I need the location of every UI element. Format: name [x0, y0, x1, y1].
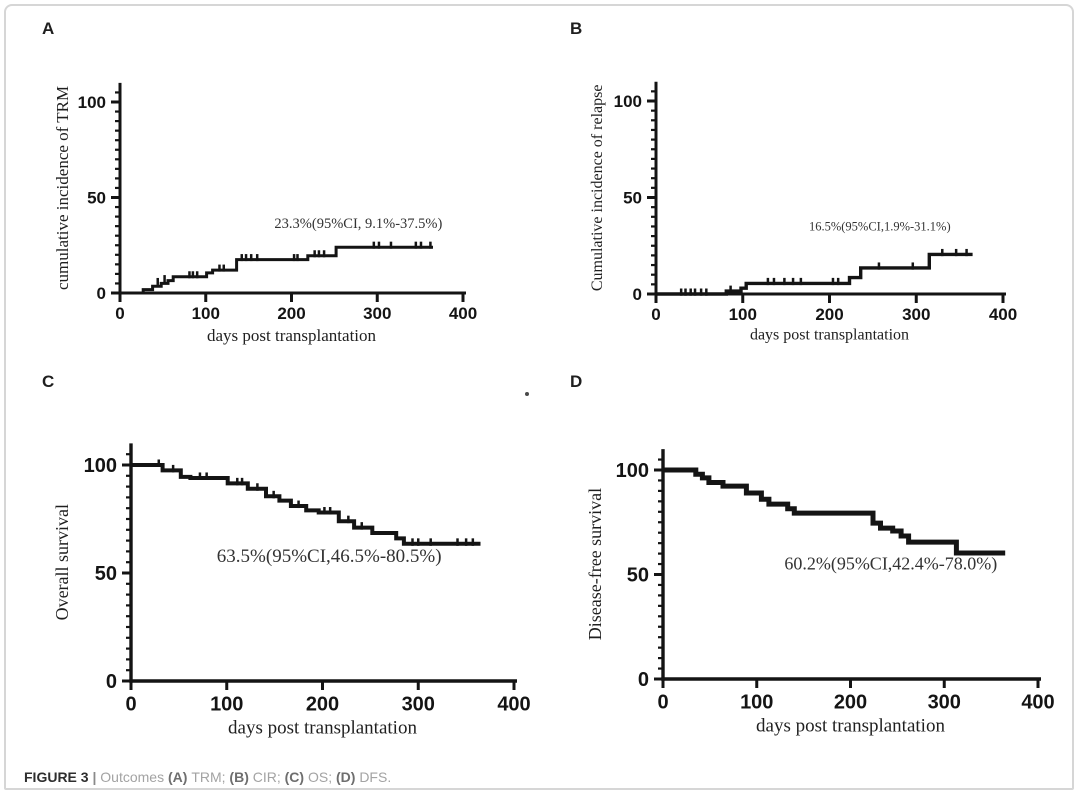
- svg-text:0: 0: [651, 305, 660, 324]
- x-axis-ticks: 0 100 200 300 400: [657, 679, 1055, 713]
- panel-c-label: C: [42, 372, 55, 391]
- svg-text:400: 400: [1021, 691, 1054, 713]
- svg-text:0: 0: [115, 304, 124, 323]
- stray-dot-artifact: [525, 392, 529, 396]
- panel-c-chart-host: 0 50 100 0 100 200 300 400 63.5%(95%CI,46.5%-80.…: [6, 366, 546, 764]
- svg-text:0: 0: [657, 691, 668, 713]
- svg-text:300: 300: [402, 693, 435, 715]
- svg-text:50: 50: [623, 189, 642, 208]
- caption-cir: CIR;: [252, 769, 285, 785]
- x-axis-title: days post transplantation: [207, 326, 377, 345]
- survival-step-curve: [120, 245, 433, 295]
- panel-b-chart-host: 0 50 100 0 100 200 300 400 16.5%(95%CI,1.9%-31.1…: [546, 6, 1080, 362]
- y-axis-title: Disease-free survival: [585, 488, 605, 640]
- svg-text:200: 200: [815, 305, 843, 324]
- survival-step-curve: [131, 463, 481, 546]
- svg-text:100: 100: [729, 305, 757, 324]
- x-axis-ticks: 0 100 200 300 400: [115, 293, 477, 323]
- panel-a-label: A: [42, 19, 55, 38]
- x-axis-ticks: 0 100 200 300 400: [125, 681, 531, 715]
- panel-d: D 0 50 100 0 100 200 300 400 60.2%(95%CI,42.4%-7…: [546, 366, 1080, 766]
- svg-text:100: 100: [84, 455, 117, 477]
- svg-text:100: 100: [616, 460, 649, 482]
- svg-text:100: 100: [614, 92, 642, 111]
- svg-text:100: 100: [740, 691, 773, 713]
- panel-c-chart: 0 50 100 0 100 200 300 400 63.5%(95%CI,46.5%-80.…: [52, 443, 531, 739]
- svg-text:300: 300: [363, 304, 391, 323]
- y-axis-title: Overall survival: [52, 504, 72, 620]
- panel-d-label: D: [570, 372, 583, 391]
- censor-marks: [157, 459, 475, 546]
- figure-card: A 0 50 100 0 100 200 300 400 23.3%(95%CI, 9.1%-3…: [4, 4, 1074, 790]
- survival-step-curve: [656, 252, 973, 296]
- svg-text:50: 50: [87, 189, 106, 208]
- estimate-annotation: 60.2%(95%CI,42.4%-78.0%): [784, 553, 997, 574]
- axes: [654, 81, 1006, 296]
- panel-a-chart: 0 50 100 0 100 200 300 400 23.3%(95%CI, 9.1%-37.…: [53, 82, 477, 345]
- svg-text:200: 200: [834, 691, 867, 713]
- svg-text:100: 100: [78, 93, 106, 112]
- panel-b-label: B: [570, 19, 583, 38]
- estimate-annotation: 63.5%(95%CI,46.5%-80.5%): [217, 546, 442, 567]
- panel-a-chart-host: 0 50 100 0 100 200 300 400 23.3%(95%CI, 9.1%-37.…: [6, 6, 546, 362]
- panel-a: A 0 50 100 0 100 200 300 400 23.3%(95%CI, 9.1%-3…: [6, 6, 546, 366]
- y-axis-ticks: 0 50 100: [78, 91, 120, 303]
- svg-text:0: 0: [633, 285, 642, 304]
- svg-text:200: 200: [277, 304, 305, 323]
- panel-b: B 0 50 100 0 100 200 300 400 16.5%(95%CI,1.9%-31…: [546, 6, 1080, 366]
- svg-text:400: 400: [989, 305, 1017, 324]
- caption-dfs: DFS.: [359, 769, 392, 785]
- svg-text:300: 300: [928, 691, 961, 713]
- y-axis-ticks: 0 50 100: [616, 458, 663, 691]
- svg-text:50: 50: [627, 565, 649, 587]
- axes: [118, 82, 466, 295]
- caption-ref-a: (A): [167, 769, 192, 785]
- caption-ref-b: (B): [229, 769, 253, 785]
- caption-trm: TRM;: [191, 769, 230, 785]
- censor-marks: [156, 241, 432, 285]
- panel-c: C 0 50 100 0 100 200 300 400 63.5%(95%CI,46.5%-8…: [6, 366, 546, 766]
- svg-text:400: 400: [449, 304, 477, 323]
- svg-text:0: 0: [638, 669, 649, 691]
- caption-ref-c: (C): [284, 769, 308, 785]
- svg-text:0: 0: [97, 284, 106, 303]
- censor-marks: [679, 248, 968, 296]
- caption-os: OS;: [307, 769, 336, 785]
- panel-d-chart-host: 0 50 100 0 100 200 300 400 60.2%(95%CI,42.4%-78.…: [546, 366, 1080, 764]
- y-axis-title: cumulative incidence of TRM: [53, 86, 72, 290]
- caption-figure-number: FIGURE 3: [24, 769, 89, 785]
- svg-text:200: 200: [306, 693, 339, 715]
- estimate-annotation: 23.3%(95%CI, 9.1%-37.5%): [274, 216, 442, 232]
- x-axis-title: days post transplantation: [756, 716, 945, 737]
- x-axis-title: days post transplantation: [228, 718, 417, 739]
- caption-text: Outcomes: [100, 769, 168, 785]
- caption-ref-d: (D): [335, 769, 360, 785]
- svg-text:100: 100: [210, 693, 243, 715]
- x-axis-title: days post transplantation: [750, 327, 909, 344]
- survival-step-curve: [663, 467, 1006, 556]
- svg-text:100: 100: [192, 304, 220, 323]
- panel-b-chart: 0 50 100 0 100 200 300 400 16.5%(95%CI,1.9%-31.1…: [589, 81, 1017, 344]
- figure-caption: FIGURE 3 | Outcomes (A) TRM; (B) CIR; (C…: [24, 769, 1024, 785]
- y-axis-ticks: 0 50 100: [84, 453, 131, 693]
- svg-text:300: 300: [902, 305, 930, 324]
- svg-text:400: 400: [497, 693, 530, 715]
- svg-text:0: 0: [106, 671, 117, 693]
- svg-text:0: 0: [125, 693, 136, 715]
- y-axis-ticks: 0 50 100: [614, 90, 656, 304]
- x-axis-ticks: 0 100 200 300 400: [651, 294, 1017, 324]
- panel-d-chart: 0 50 100 0 100 200 300 400 60.2%(95%CI,42.4%-78.…: [585, 449, 1055, 737]
- svg-text:50: 50: [95, 563, 117, 585]
- caption-separator: |: [88, 769, 101, 785]
- estimate-annotation: 16.5%(95%CI,1.9%-31.1%): [809, 219, 951, 233]
- y-axis-title: Cumulative incidence of relapse: [589, 85, 606, 292]
